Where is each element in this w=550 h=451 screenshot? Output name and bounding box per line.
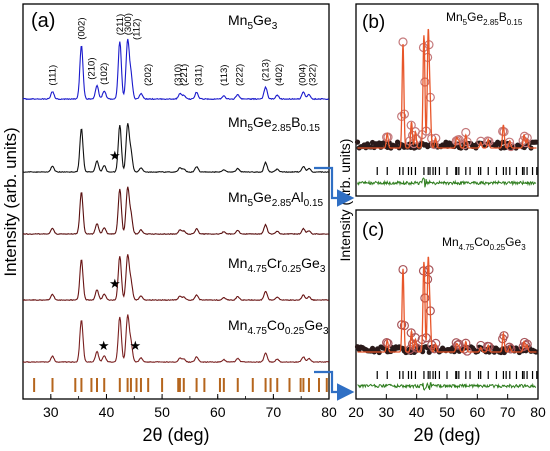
c-x-tick-label-5: 70 [500,404,516,420]
x-tick-label-4: 70 [266,404,282,420]
panel-c-label: (c) [362,220,384,241]
hkl-label-3: (102) [99,63,110,85]
hkl-label-2: (210) [86,58,97,80]
obs-point [521,137,531,148]
x-tick-label-1: 40 [99,404,115,420]
hkl-label-1: (002) [76,18,87,40]
series-label-2: Mn5Ge2.85Al0.15 [228,189,324,209]
xrd-pattern-0 [22,38,330,101]
c-x-tick-label-6: 80 [530,404,546,420]
arrow-to-panel-c [314,370,355,401]
panel-a-ylabel: Intensity (arb. units) [1,127,20,276]
hkl-label-14: (402) [274,64,285,86]
panel-b-title: Mn5Ge2.85B0.15 [446,10,523,27]
difference-curve [357,177,537,188]
hkl-label-7: (202) [143,64,154,86]
panel-c-xlabel: 2θ (deg) [413,425,480,445]
hkl-label-15: (004) [297,64,308,86]
series-label-0: Mn5Ge3 [228,12,278,32]
xrd-pattern-4 [22,314,330,363]
obs-background-point [533,139,539,145]
panel-c-plot: Mn4.75Co0.25Ge3 20 30 40 50 60 70 80 [348,235,546,420]
calc-line [357,28,537,149]
series-label-4: Mn4.75Co0.25Ge3 [228,317,329,337]
hkl-label-5: (300) [123,13,134,35]
x-tick-label-5: 80 [321,404,337,420]
hkl-label-16: (322) [307,64,318,86]
hkl-label-12: (222) [234,64,245,86]
c-x-tick-label-0: 20 [348,404,364,420]
c-x-tick-label-3: 50 [439,404,455,420]
obs-point [484,136,494,147]
hkl-label-13: (213) [261,59,272,81]
c-x-tick-label-2: 40 [409,404,425,420]
hkl-label-9: (221) [179,64,190,86]
hkl-label-0: (111) [48,65,59,86]
obs-point [521,340,531,351]
obs-background-point [354,139,361,145]
x-tick-label-0: 30 [43,404,59,420]
difference-curve [357,381,537,391]
hkl-label-6: (112) [132,19,143,40]
hkl-label-8: (310) [173,64,184,86]
panel-b-plot: Mn5Ge2.85B0.15 [354,10,539,188]
impurity-star-4-1: ★ [130,338,142,353]
impurity-star-1-0: ★ [109,148,121,163]
panel-a-xlabel: 2θ (deg) [142,425,209,445]
panel-a-label: (a) [31,10,55,32]
arrow-to-panel-b [314,166,355,207]
x-tick-label-2: 50 [154,404,170,420]
impurity-star-3-0: ★ [109,276,121,291]
panel-a-plot: Mn5Ge3 Mn5Ge2.85B0.15 ★ Mn5Ge2.85Al0.15 Mn4.… [22,12,337,420]
obs-point [506,344,516,354]
obs-point [484,342,494,352]
impurity-star-4-0: ★ [98,338,110,353]
x-tick-label-3: 60 [210,404,226,420]
series-label-3: Mn4.75Cr0.25Ge3 [228,255,326,275]
panel-b-frame [355,3,539,197]
hkl-label-10: (311) [193,65,204,86]
panel-c-title: Mn4.75Co0.25Ge3 [442,235,526,252]
c-x-tick-label-1: 30 [379,404,395,420]
hkl-label-11: (113) [219,65,230,86]
panel-b-label: (b) [362,12,385,33]
series-label-1: Mn5Ge2.85B0.15 [228,114,320,134]
xrd-pattern-2 [22,186,330,236]
obs-point [454,135,464,145]
xrd-pattern-3 [22,254,330,301]
calc-line [357,256,537,353]
xrd-pattern-1 [22,123,330,174]
panel-bc-ylabel: Intensity (arb. units) [337,139,353,262]
c-x-tick-label-4: 60 [470,404,486,420]
hkl-label-4: (211) [115,14,126,35]
panel-a-frame [22,3,330,400]
